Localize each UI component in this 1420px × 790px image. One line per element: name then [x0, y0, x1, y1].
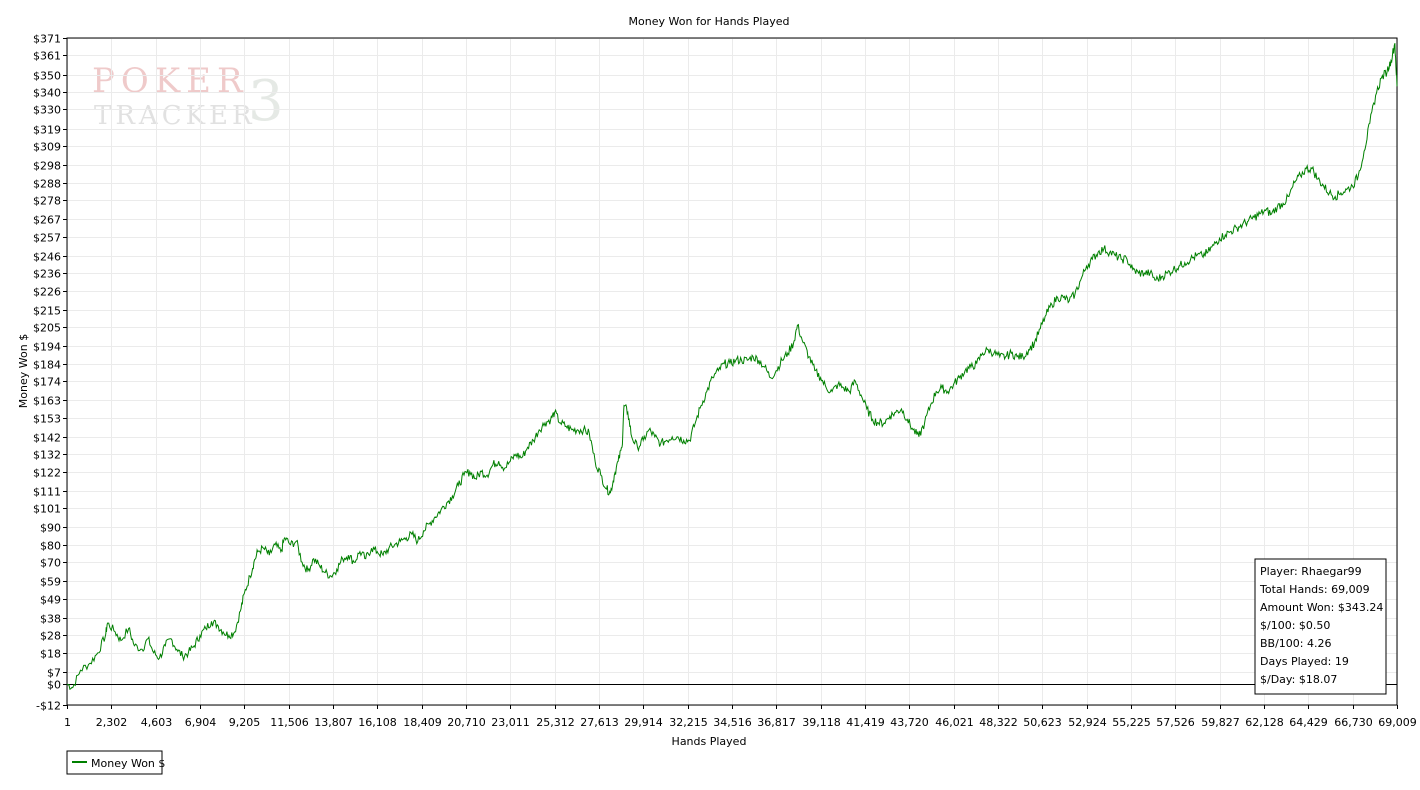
x-tick-label: 2,302 [96, 716, 128, 729]
y-tick-label: $132 [33, 449, 61, 462]
y-tick-label: -$12 [36, 700, 61, 713]
stats-per-day: $/Day: $18.07 [1260, 673, 1337, 686]
y-tick-label: $226 [33, 286, 61, 299]
x-tick-label: 43,720 [890, 716, 929, 729]
x-tick-label: 11,506 [270, 716, 309, 729]
y-tick-label: $28 [40, 630, 61, 643]
y-tick-label: $49 [40, 594, 61, 607]
watermark-line2: TRACKER [94, 101, 256, 131]
x-tick-label: 41,419 [846, 716, 885, 729]
y-tick-label: $38 [40, 613, 61, 626]
y-tick-label: $236 [33, 268, 61, 281]
y-tick-label: $184 [33, 359, 61, 372]
chart-title: Money Won for Hands Played [629, 15, 790, 28]
y-tick-label: $153 [33, 413, 61, 426]
x-tick-label: 50,623 [1023, 716, 1062, 729]
x-tick-label: 48,322 [979, 716, 1018, 729]
x-tick-label: 57,526 [1156, 716, 1195, 729]
x-tick-label: 25,312 [536, 716, 575, 729]
y-tick-label: $350 [33, 70, 61, 83]
y-tick-label: $371 [33, 33, 61, 46]
y-tick-label: $215 [33, 305, 61, 318]
series-line-money-won [66, 43, 1398, 690]
x-tick-label: 66,730 [1334, 716, 1373, 729]
y-tick-label: $70 [40, 557, 61, 570]
stats-days-played: Days Played: 19 [1260, 655, 1349, 668]
x-tick-label: 52,924 [1068, 716, 1107, 729]
legend: Money Won $ [66, 750, 165, 775]
y-tick-label: $298 [33, 160, 61, 173]
y-tick-label: $90 [40, 522, 61, 535]
x-tick-label: 9,205 [229, 716, 261, 729]
y-tick-label: $122 [33, 467, 61, 480]
x-tick-label: 23,011 [491, 716, 530, 729]
y-tick-label: $18 [40, 648, 61, 661]
y-tick-label: $59 [40, 576, 61, 589]
y-tick-label: $142 [33, 432, 61, 445]
legend-label: Money Won $ [91, 757, 165, 770]
stats-total-hands: Total Hands: 69,009 [1259, 583, 1370, 596]
x-axis: 1 2,302 4,603 6,904 9,205 11,506 13,807 16,108 1… [64, 705, 1417, 729]
x-axis-title: Hands Played [672, 735, 747, 748]
x-tick-label: 1 [64, 716, 71, 729]
legend-frame [66, 750, 163, 775]
x-tick-label: 27,613 [580, 716, 619, 729]
y-tick-label: $309 [33, 141, 61, 154]
y-tick-label: $194 [33, 341, 61, 354]
y-tick-label: $257 [33, 232, 61, 245]
y-tick-label: $340 [33, 87, 61, 100]
stats-bb-100: BB/100: 4.26 [1260, 637, 1332, 650]
x-tick-label: 20,710 [447, 716, 486, 729]
y-tick-label: $330 [33, 104, 61, 117]
x-tick-label: 16,108 [358, 716, 397, 729]
y-tick-label: $80 [40, 540, 61, 553]
x-tick-label: 36,817 [757, 716, 796, 729]
grid [67, 38, 1398, 706]
y-tick-label: $0 [47, 679, 61, 692]
y-axis-title: Money Won $ [17, 334, 30, 408]
x-tick-label: 4,603 [141, 716, 173, 729]
pokertracker-watermark-logo: POKER TRACKER 3 [92, 61, 284, 134]
y-tick-label: $111 [33, 486, 61, 499]
x-tick-label: 39,118 [802, 716, 841, 729]
x-tick-label: 55,225 [1112, 716, 1151, 729]
y-tick-label: $101 [33, 503, 61, 516]
y-tick-label: $246 [33, 251, 61, 264]
x-tick-label: 18,409 [403, 716, 442, 729]
stats-player: Player: Rhaegar99 [1260, 565, 1362, 578]
y-tick-label: $288 [33, 178, 61, 191]
y-tick-label: $319 [33, 124, 61, 137]
stats-amount-won: Amount Won: $343.24 [1260, 601, 1383, 614]
x-tick-label: 62,128 [1245, 716, 1284, 729]
x-tick-label: 69,009 [1378, 716, 1417, 729]
watermark-version: 3 [248, 69, 284, 134]
y-tick-label: $205 [33, 322, 61, 335]
stats-box-frame [1254, 558, 1387, 695]
y-tick-label: $174 [33, 376, 61, 389]
y-tick-label: $163 [33, 395, 61, 408]
x-tick-label: 59,827 [1201, 716, 1240, 729]
y-tick-label: $267 [33, 214, 61, 227]
series-layer [66, 43, 1398, 690]
x-tick-label: 29,914 [624, 716, 663, 729]
x-tick-label: 32,215 [669, 716, 708, 729]
x-tick-label: 34,516 [713, 716, 752, 729]
x-tick-label: 64,429 [1289, 716, 1328, 729]
x-tick-label: 13,807 [314, 716, 353, 729]
y-tick-label: $361 [33, 50, 61, 63]
y-tick-label: $7 [47, 667, 61, 680]
watermark-line1: POKER [92, 61, 249, 101]
y-tick-label: $278 [33, 195, 61, 208]
x-tick-label: 46,021 [935, 716, 974, 729]
stats-box: Player: Rhaegar99 Total Hands: 69,009 Am… [1254, 558, 1387, 695]
y-axis: $371 $361 $350 $340 $330 $319 $309 $298 $288 $278… [33, 33, 67, 713]
x-tick-label: 6,904 [185, 716, 217, 729]
stats-per-100: $/100: $0.50 [1260, 619, 1330, 632]
